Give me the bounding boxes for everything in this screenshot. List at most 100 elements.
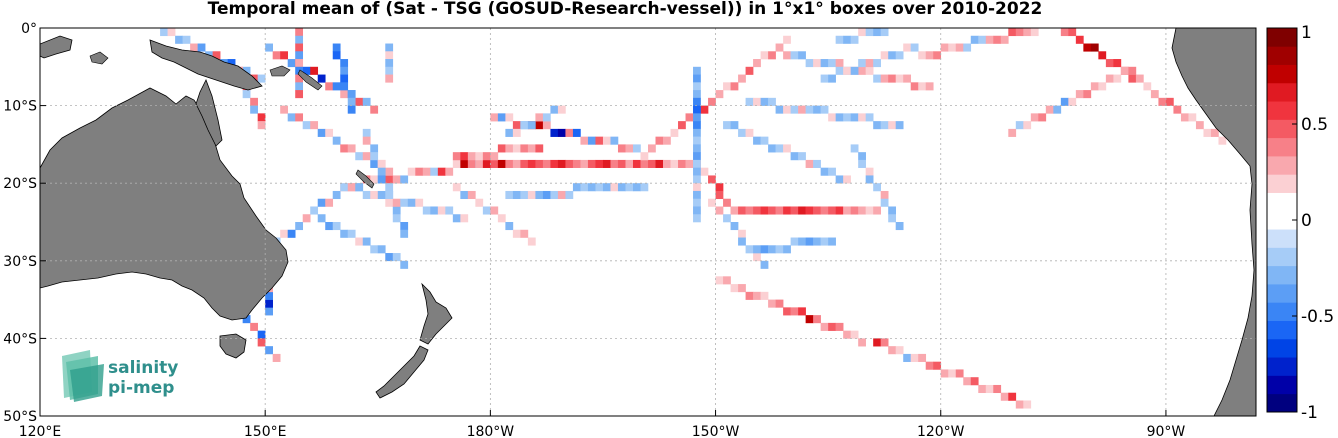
data-cell (1143, 82, 1152, 91)
axis-layer: 120°E 150°E 180°W 150°W 120°W 90°W 0° 10°S 20°S 3… (3, 21, 1185, 438)
data-cell (828, 322, 836, 331)
data-cell (843, 66, 851, 75)
data-cell (505, 159, 514, 168)
data-cell (925, 361, 934, 370)
data-cell (678, 159, 686, 168)
data-cell (505, 222, 514, 231)
data-cell (873, 183, 881, 192)
data-cell (873, 28, 881, 37)
data-cell (798, 105, 806, 114)
data-cell (910, 353, 919, 362)
colorbar-swatch (1267, 156, 1297, 175)
data-cell (475, 152, 484, 161)
data-cell (625, 159, 634, 168)
data-cell (565, 190, 574, 200)
data-cell (542, 121, 551, 130)
data-cell (843, 35, 851, 44)
data-cell (505, 144, 514, 153)
data-cell (640, 152, 649, 161)
data-cell (595, 159, 604, 168)
data-cell (422, 206, 431, 215)
data-cell (617, 159, 626, 168)
data-cell (888, 51, 897, 60)
data-cell (325, 128, 334, 137)
data-cell (340, 90, 349, 99)
colorbar-swatch (1267, 101, 1297, 120)
data-cell (1023, 28, 1032, 37)
data-cell (355, 97, 364, 106)
data-cell (993, 384, 1002, 394)
data-cell (730, 222, 739, 231)
data-cell (362, 136, 371, 145)
data-cell (520, 190, 529, 200)
colorbar-swatch (1267, 174, 1297, 193)
data-cell (610, 159, 619, 168)
data-cell (985, 35, 994, 44)
data-cell (325, 222, 334, 231)
data-cell (362, 237, 371, 246)
data-cell (745, 128, 754, 137)
data-cell (182, 35, 191, 44)
data-cell (685, 113, 694, 122)
data-cell (798, 152, 806, 161)
data-cell (813, 59, 821, 68)
data-cell (933, 51, 942, 60)
data-cell (693, 136, 701, 145)
data-cell (167, 28, 176, 37)
data-cell (745, 291, 754, 300)
data-cell (835, 59, 844, 68)
colorbar-tick-label: 1 (1301, 23, 1312, 43)
data-cell (1120, 66, 1129, 75)
data-cell (970, 377, 979, 386)
data-cell (250, 97, 258, 106)
data-cell (925, 82, 934, 91)
data-cell (460, 159, 469, 168)
data-cell (1023, 400, 1032, 409)
data-cell (1188, 113, 1197, 122)
indonesia-land (40, 35, 73, 59)
data-cell (873, 206, 881, 215)
data-cell (775, 299, 784, 308)
data-cell (332, 136, 341, 145)
data-cell (1173, 105, 1182, 114)
data-cell (512, 229, 521, 238)
data-cell (1210, 128, 1219, 137)
data-cell (392, 175, 401, 184)
data-cell (850, 330, 859, 339)
data-cell (1158, 97, 1167, 106)
data-cell (783, 245, 791, 254)
data-cell (828, 237, 836, 246)
data-cell (940, 369, 949, 378)
data-cell (377, 245, 386, 254)
data-cell (1083, 90, 1092, 99)
data-cell (790, 152, 799, 161)
data-cell (888, 214, 897, 223)
data-cell (347, 90, 356, 99)
data-cell (730, 82, 739, 91)
data-cell (693, 206, 701, 215)
data-cell (775, 144, 784, 153)
data-cell (250, 322, 258, 331)
data-cell (865, 28, 874, 37)
data-cell (1068, 28, 1077, 37)
data-cell (497, 214, 506, 223)
data-cell (700, 167, 709, 176)
data-cell (295, 222, 304, 231)
data-cell (880, 338, 889, 347)
lon-tick-label: 180°W (467, 424, 515, 438)
data-cell (805, 237, 814, 246)
lat-tick-label: 50°S (3, 409, 37, 425)
data-cell (385, 183, 394, 192)
logo-wave-icon (70, 364, 104, 402)
data-cell (295, 74, 304, 83)
data-cell (175, 35, 183, 44)
data-cell (1000, 35, 1009, 44)
data-cell (362, 190, 371, 200)
data-cell (790, 237, 799, 246)
data-cell (535, 190, 544, 200)
data-cell (1000, 392, 1009, 401)
data-cell (835, 113, 844, 122)
data-cell (295, 35, 304, 44)
data-cell (1105, 74, 1114, 83)
data-cell (535, 113, 544, 122)
